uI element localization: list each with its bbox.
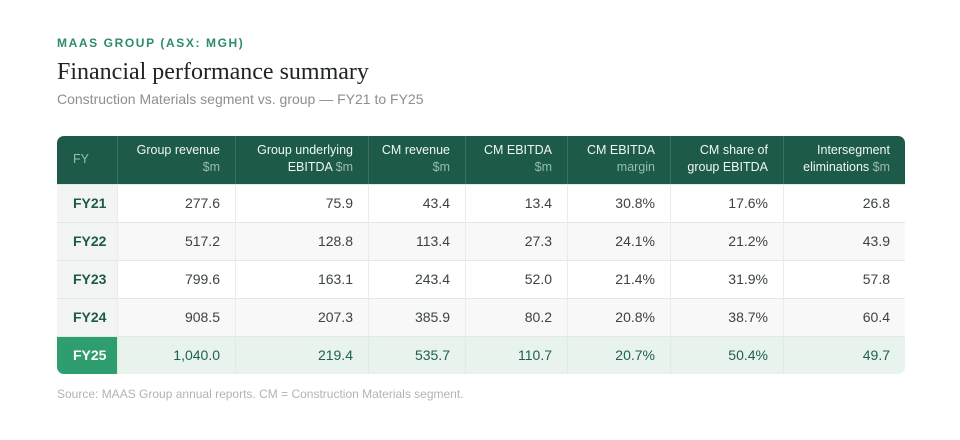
value-cell: 535.7 bbox=[368, 335, 465, 374]
value-cell: 27.3 bbox=[465, 221, 567, 260]
value-cell: 20.8% bbox=[567, 297, 670, 336]
col-header-cm-ebitda-margin: CM EBITDA margin bbox=[567, 136, 670, 184]
value-cell: 110.7 bbox=[465, 335, 567, 374]
page-title: Financial performance summary bbox=[57, 59, 369, 85]
value-cell: 31.9% bbox=[670, 259, 783, 298]
page: MAAS GROUP (ASX: MGH) Financial performa… bbox=[57, 36, 905, 401]
source-note: Source: MAAS Group annual reports. CM = … bbox=[57, 386, 464, 401]
value-cell: 385.9 bbox=[368, 297, 465, 336]
financial-table: FY Group revenue $m Group underlying EBITD… bbox=[57, 136, 905, 374]
value-cell: 13.4 bbox=[465, 183, 567, 222]
value-cell: 219.4 bbox=[235, 335, 368, 374]
value-cell: 50.4% bbox=[670, 335, 783, 374]
table-row-fy23: FY23 799.6 163.1 243.4 52.0 21.4% 31.9% … bbox=[57, 259, 905, 298]
col-header-fy: FY bbox=[57, 136, 117, 184]
value-cell: 277.6 bbox=[117, 183, 235, 222]
value-cell: 24.1% bbox=[567, 221, 670, 260]
col-header-group-ebitda: Group underlying EBITDA $m bbox=[235, 136, 368, 184]
value-cell: 26.8 bbox=[783, 183, 905, 222]
col-header-cm-revenue: CM revenue $m bbox=[368, 136, 465, 184]
table-row-fy24: FY24 908.5 207.3 385.9 80.2 20.8% 38.7% … bbox=[57, 297, 905, 336]
value-cell: 43.4 bbox=[368, 183, 465, 222]
value-cell: 52.0 bbox=[465, 259, 567, 298]
col-header-group-revenue: Group revenue $m bbox=[117, 136, 235, 184]
value-cell: 38.7% bbox=[670, 297, 783, 336]
value-cell: 20.7% bbox=[567, 335, 670, 374]
col-header-intersegment: Intersegment eliminations $m bbox=[783, 136, 905, 184]
fy-label: FY21 bbox=[57, 183, 117, 222]
value-cell: 1,040.0 bbox=[117, 335, 235, 374]
table-header: FY Group revenue $m Group underlying EBITD… bbox=[57, 136, 905, 184]
value-cell: 21.2% bbox=[670, 221, 783, 260]
value-cell: 49.7 bbox=[783, 335, 905, 374]
value-cell: 60.4 bbox=[783, 297, 905, 336]
table-body: FY21 277.6 75.9 43.4 13.4 30.8% 17.6% 26… bbox=[57, 183, 905, 374]
value-cell: 17.6% bbox=[670, 183, 783, 222]
table-row-fy22: FY22 517.2 128.8 113.4 27.3 24.1% 21.2% … bbox=[57, 221, 905, 260]
value-cell: 80.2 bbox=[465, 297, 567, 336]
fy-label-highlighted: FY25 bbox=[57, 335, 117, 374]
value-cell: 21.4% bbox=[567, 259, 670, 298]
value-cell: 57.8 bbox=[783, 259, 905, 298]
col-header-cm-ebitda: CM EBITDA $m bbox=[465, 136, 567, 184]
financial-table-container: FY Group revenue $m Group underlying EBITD… bbox=[57, 136, 905, 374]
value-cell: 908.5 bbox=[117, 297, 235, 336]
value-cell: 43.9 bbox=[783, 221, 905, 260]
value-cell: 128.8 bbox=[235, 221, 368, 260]
value-cell: 517.2 bbox=[117, 221, 235, 260]
fy-label: FY24 bbox=[57, 297, 117, 336]
table-row-fy25-highlighted: FY25 1,040.0 219.4 535.7 110.7 20.7% 50.… bbox=[57, 335, 905, 374]
value-cell: 799.6 bbox=[117, 259, 235, 298]
value-cell: 163.1 bbox=[235, 259, 368, 298]
value-cell: 113.4 bbox=[368, 221, 465, 260]
value-cell: 30.8% bbox=[567, 183, 670, 222]
col-header-cm-share: CM share of group EBITDA bbox=[670, 136, 783, 184]
value-cell: 243.4 bbox=[368, 259, 465, 298]
page-subtitle: Construction Materials segment vs. group… bbox=[57, 91, 424, 107]
value-cell: 75.9 bbox=[235, 183, 368, 222]
table-row-fy21: FY21 277.6 75.9 43.4 13.4 30.8% 17.6% 26… bbox=[57, 183, 905, 222]
header-row: FY Group revenue $m Group underlying EBITD… bbox=[57, 136, 905, 184]
company-eyebrow: MAAS GROUP (ASX: MGH) bbox=[57, 36, 245, 50]
fy-label: FY23 bbox=[57, 259, 117, 298]
value-cell: 207.3 bbox=[235, 297, 368, 336]
fy-label: FY22 bbox=[57, 221, 117, 260]
